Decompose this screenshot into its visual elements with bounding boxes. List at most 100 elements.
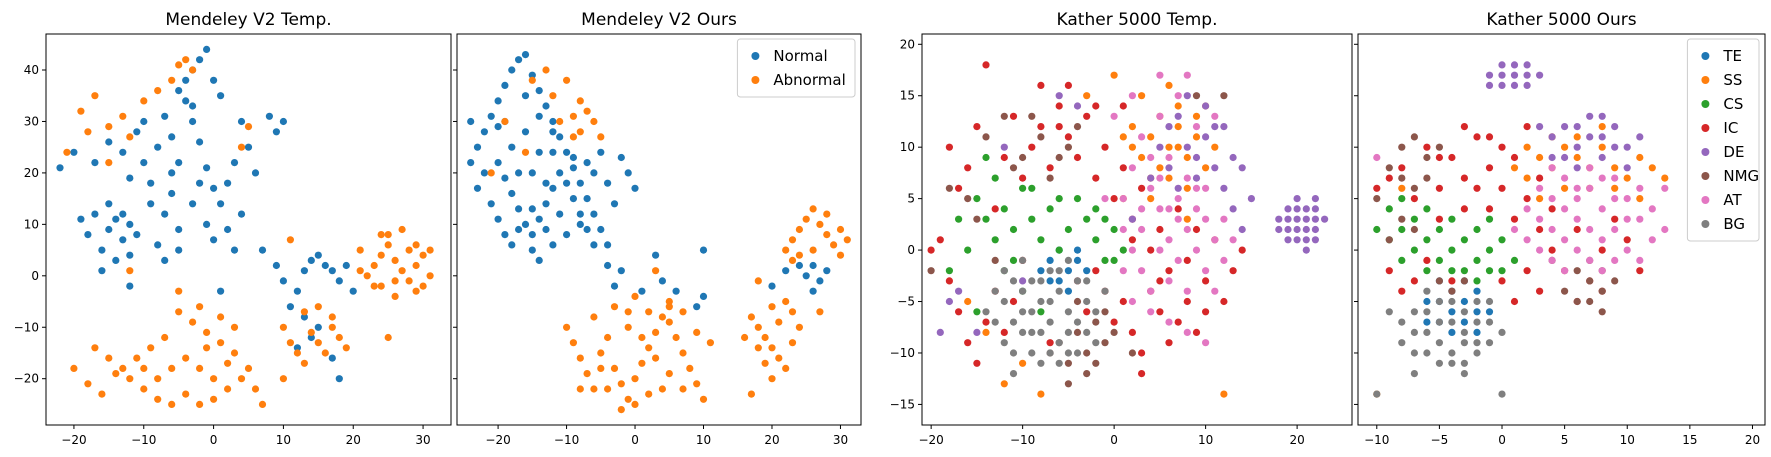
data-point xyxy=(494,215,502,223)
data-point xyxy=(1073,246,1082,254)
data-point xyxy=(1092,318,1100,326)
data-point xyxy=(610,200,619,208)
data-point xyxy=(203,328,211,336)
data-point xyxy=(515,169,523,177)
data-point xyxy=(982,215,990,223)
data-point xyxy=(189,102,197,110)
data-point xyxy=(335,333,343,342)
data-point xyxy=(1523,195,1531,203)
data-point xyxy=(1083,328,1091,336)
data-point xyxy=(1128,328,1136,336)
legend-marker xyxy=(1701,76,1710,84)
data-point xyxy=(1156,205,1164,213)
data-point xyxy=(182,76,190,84)
data-point xyxy=(1174,256,1182,264)
data-point xyxy=(1055,102,1063,110)
legend-marker xyxy=(1701,100,1710,108)
data-point xyxy=(1092,205,1100,213)
data-point xyxy=(1083,215,1091,223)
data-point xyxy=(569,133,578,141)
data-point xyxy=(1598,205,1606,213)
data-point xyxy=(1073,102,1082,110)
data-point xyxy=(576,128,584,136)
data-point xyxy=(1192,153,1201,162)
data-point xyxy=(597,225,605,234)
data-point xyxy=(279,117,287,126)
data-point xyxy=(945,143,954,151)
data-point xyxy=(617,380,625,388)
data-point xyxy=(1373,390,1381,398)
series-2 xyxy=(1373,195,1519,285)
data-point xyxy=(217,313,225,321)
data-point xyxy=(300,267,308,275)
data-point xyxy=(1598,174,1606,182)
y-tick-label: −5 xyxy=(897,295,915,309)
data-point xyxy=(1423,153,1431,162)
legend-label: CS xyxy=(1723,95,1743,113)
data-point xyxy=(816,277,824,285)
data-point xyxy=(1073,123,1082,131)
data-point xyxy=(652,251,660,259)
x-tick-label: 15 xyxy=(1682,433,1697,447)
data-point xyxy=(1000,143,1008,151)
data-point xyxy=(508,66,516,74)
data-point xyxy=(604,333,612,342)
data-point xyxy=(133,231,141,239)
data-point xyxy=(1046,205,1054,213)
data-point xyxy=(175,61,183,69)
data-point xyxy=(467,117,475,126)
axes-frame xyxy=(45,33,452,426)
data-point xyxy=(1229,205,1237,213)
data-point xyxy=(823,210,831,218)
data-point xyxy=(1573,123,1581,131)
data-point xyxy=(1485,308,1494,316)
data-point xyxy=(1019,153,1027,162)
data-point xyxy=(1498,143,1506,151)
data-point xyxy=(1561,267,1569,275)
data-point xyxy=(1073,195,1082,203)
data-point xyxy=(1101,195,1109,203)
data-point xyxy=(1460,205,1468,213)
data-point xyxy=(973,195,981,203)
data-point xyxy=(1435,339,1443,347)
data-point xyxy=(1119,267,1127,275)
data-point xyxy=(1192,328,1201,336)
data-point xyxy=(795,261,804,270)
data-point xyxy=(1055,153,1063,162)
data-point xyxy=(624,308,632,316)
data-point xyxy=(1009,277,1018,285)
data-point xyxy=(1174,184,1182,192)
data-point xyxy=(480,128,488,136)
data-point xyxy=(1183,287,1191,295)
data-point xyxy=(823,231,831,239)
data-point xyxy=(1211,143,1219,151)
data-point xyxy=(1083,308,1091,316)
data-point xyxy=(224,359,232,367)
data-point xyxy=(1138,133,1146,141)
data-point xyxy=(563,179,571,187)
data-point xyxy=(1037,328,1045,336)
data-point xyxy=(307,256,315,264)
data-point xyxy=(112,370,120,378)
data-point xyxy=(597,148,605,156)
data-point xyxy=(1165,81,1173,89)
data-point xyxy=(1498,328,1506,336)
legend-marker xyxy=(1701,220,1710,228)
data-point xyxy=(569,339,578,347)
data-point xyxy=(1183,297,1191,306)
data-point xyxy=(251,385,260,393)
data-point xyxy=(1083,267,1091,275)
data-point xyxy=(112,256,120,264)
data-point xyxy=(210,184,218,192)
data-point xyxy=(535,215,543,223)
data-point xyxy=(1064,380,1072,388)
legend: TE SS CS IC DE NMG AT BG xyxy=(1686,38,1760,242)
data-point xyxy=(528,76,536,84)
legend-label: Abnormal xyxy=(773,71,845,89)
data-point xyxy=(328,354,336,362)
data-point xyxy=(1423,174,1431,182)
data-point xyxy=(597,133,605,141)
x-tick-label: 20 xyxy=(764,433,779,447)
data-point xyxy=(1147,184,1155,192)
data-point xyxy=(1473,184,1481,192)
